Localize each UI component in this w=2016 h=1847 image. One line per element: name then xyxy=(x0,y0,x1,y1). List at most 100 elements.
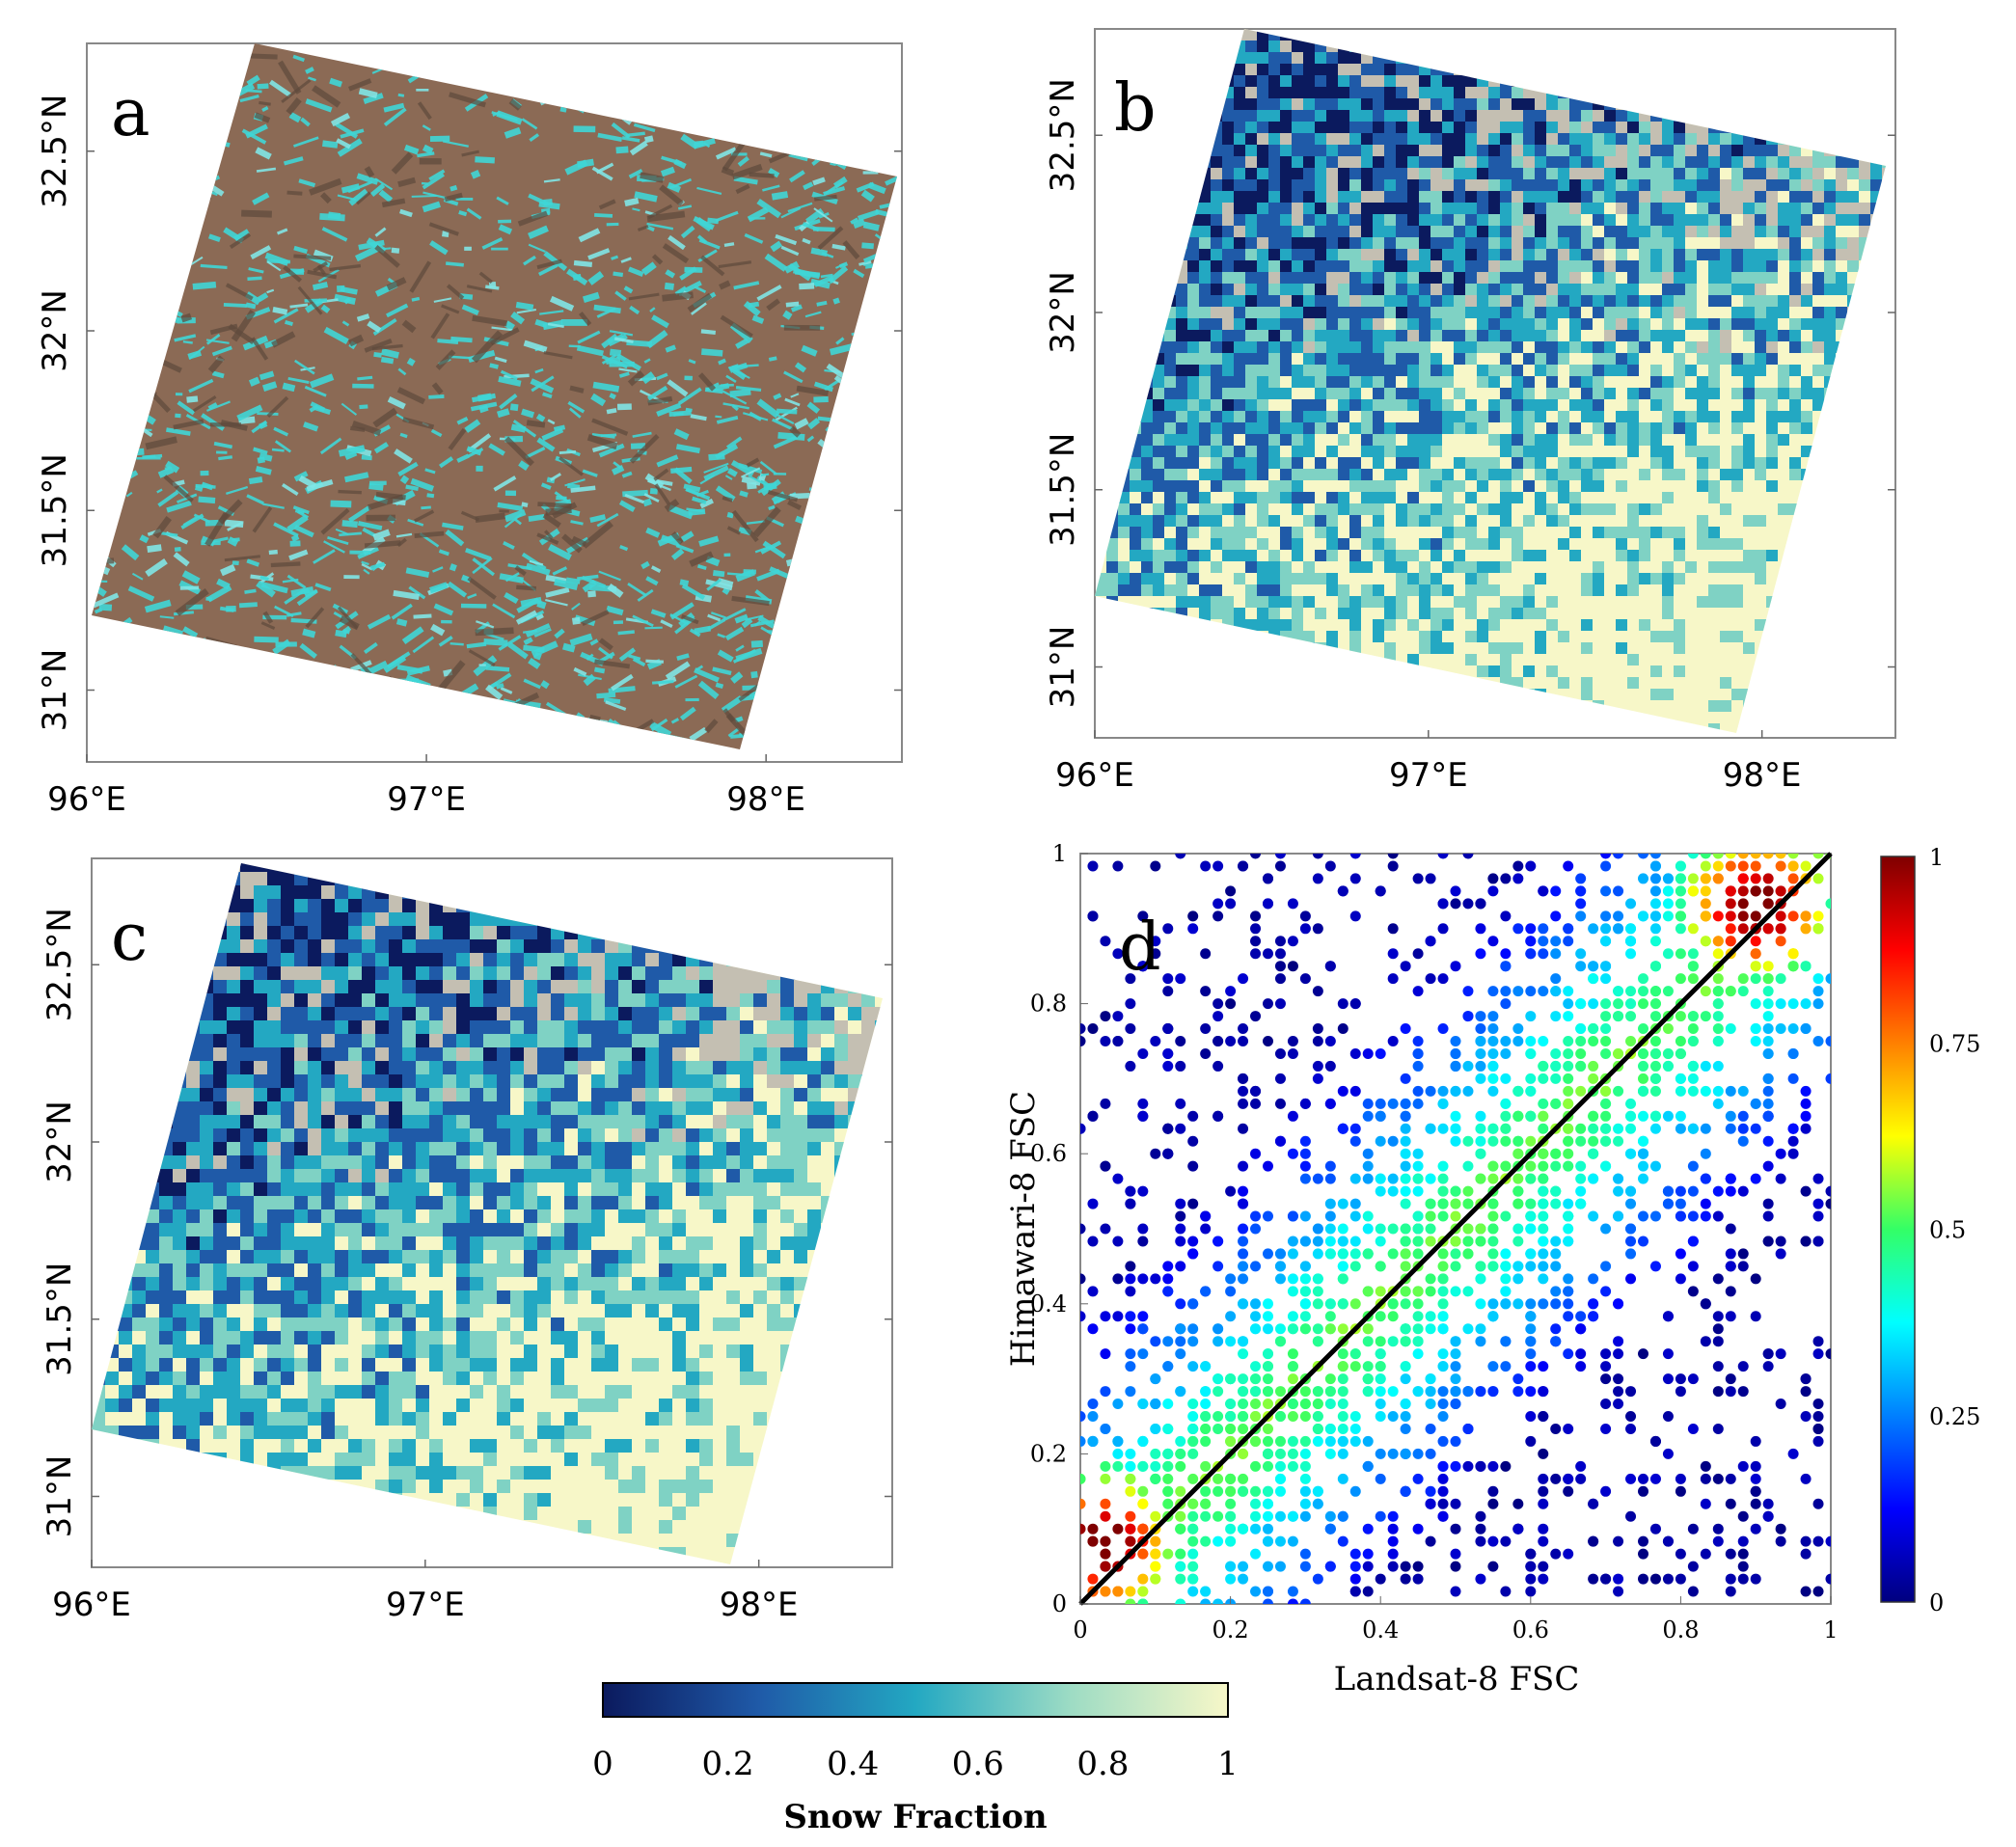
scatter-point xyxy=(1475,1336,1486,1347)
scatter-point xyxy=(1125,1185,1136,1197)
scatter-point xyxy=(1700,1123,1711,1134)
scatter-point xyxy=(1375,1098,1386,1109)
scatter-point xyxy=(1137,1311,1149,1322)
scatter-point xyxy=(1425,1448,1436,1459)
scatter-point xyxy=(1538,1060,1549,1072)
scatter-point xyxy=(1712,986,1724,997)
scatter-point xyxy=(1725,854,1736,859)
scatter-point xyxy=(1387,1411,1399,1422)
scatter-point xyxy=(1512,1085,1524,1097)
scatter-point xyxy=(1613,854,1624,859)
scatter-point xyxy=(1550,986,1562,997)
scatter-point xyxy=(1712,973,1724,985)
y-tick-label: 31°N xyxy=(41,1455,79,1538)
scatter-point xyxy=(1525,1011,1537,1022)
scatter-point xyxy=(1225,1036,1237,1046)
scatter-point xyxy=(1274,1073,1286,1084)
scatter-point xyxy=(1812,1198,1824,1209)
scatter-point xyxy=(1700,860,1711,872)
scatter-point xyxy=(1662,1198,1674,1209)
scatter-point xyxy=(1387,973,1399,985)
scatter-point xyxy=(1613,1386,1624,1398)
scatter-point xyxy=(1337,1411,1349,1422)
scatter-point xyxy=(1600,854,1612,859)
scatter-point xyxy=(1800,1123,1812,1134)
scatter-point xyxy=(1362,1210,1374,1222)
scatter-point xyxy=(1287,1248,1298,1260)
scatter-point xyxy=(1175,1036,1186,1046)
scatter-point xyxy=(1525,1210,1537,1222)
scatter-point xyxy=(1762,885,1774,897)
scatter-point xyxy=(1487,1498,1499,1509)
scatter-point xyxy=(1263,1535,1273,1547)
scatter-point xyxy=(1299,1548,1311,1560)
scatter-point xyxy=(1625,1198,1637,1209)
scatter-point xyxy=(1638,986,1648,997)
scatter-point xyxy=(1675,1573,1686,1585)
scatter-point xyxy=(1437,1485,1449,1497)
scatter-point xyxy=(1725,885,1736,897)
scatter-point xyxy=(1238,1523,1249,1535)
scatter-point xyxy=(1400,1298,1411,1310)
scatter-point xyxy=(1525,1160,1537,1172)
scatter-point xyxy=(1675,898,1686,910)
scatter-point xyxy=(1274,854,1286,859)
scatter-point xyxy=(1563,1047,1574,1059)
scatter-point xyxy=(1450,1036,1461,1046)
scatter-point xyxy=(1538,923,1549,935)
scatter-point xyxy=(1649,923,1661,935)
scatter-point xyxy=(1725,923,1736,935)
scatter-point xyxy=(1512,1173,1524,1184)
scatter-point xyxy=(1487,885,1499,897)
scatter-point xyxy=(1324,1236,1336,1247)
y-tick-label: 31°N xyxy=(36,649,74,732)
scatter-point xyxy=(1238,1160,1249,1172)
scatter-point xyxy=(1487,1198,1499,1209)
scatter-point xyxy=(1412,1298,1424,1310)
scatter-point xyxy=(1212,1411,1224,1422)
scatter-point xyxy=(1187,1323,1199,1335)
scatter-point xyxy=(1462,1223,1474,1235)
scatter-point xyxy=(1337,1361,1349,1372)
scatter-point xyxy=(1187,1399,1199,1410)
scatter-point xyxy=(1687,973,1699,985)
scatter-point xyxy=(1687,1123,1699,1134)
scatter-point xyxy=(1649,873,1661,884)
scatter-point xyxy=(1080,1523,1086,1535)
scatter-point xyxy=(1200,1286,1212,1297)
scatter-point xyxy=(1825,1185,1831,1197)
scatter-point xyxy=(1649,998,1661,1010)
scatter-point xyxy=(1225,1510,1237,1522)
scatter-point xyxy=(1725,936,1736,947)
scatter-point xyxy=(1412,1448,1424,1459)
scatter-point xyxy=(1675,1548,1686,1560)
scatter-point xyxy=(1737,1386,1749,1398)
scatter-point xyxy=(1125,1473,1136,1484)
scatter-point xyxy=(1762,1135,1774,1147)
scatter-point xyxy=(1775,936,1786,947)
scatter-point xyxy=(1299,1098,1311,1109)
scatter-point xyxy=(1263,873,1273,884)
scatter-point xyxy=(1712,1098,1724,1109)
scatter-point xyxy=(1250,1510,1262,1522)
scatter-point xyxy=(1162,1485,1174,1497)
scatter-point xyxy=(1225,998,1237,1010)
scatter-point xyxy=(1462,986,1474,997)
scatter-point xyxy=(1600,885,1612,897)
scatter-point xyxy=(1588,1298,1599,1310)
scatter-point xyxy=(1238,1298,1249,1310)
scatter-point xyxy=(1563,1098,1574,1109)
scatter-point xyxy=(1100,1223,1111,1235)
scatter-point xyxy=(1563,1073,1574,1084)
scatter-point xyxy=(1487,1160,1499,1172)
scatter-point xyxy=(1287,1361,1298,1372)
scatter-point xyxy=(1737,986,1749,997)
scatter-point xyxy=(1349,1173,1361,1184)
scatter-point xyxy=(1150,1399,1161,1410)
scatter-point xyxy=(1687,1160,1699,1172)
scatter-point xyxy=(1225,1273,1237,1285)
x-tick-label: 96°E xyxy=(52,1586,131,1624)
scatter-point xyxy=(1563,1548,1574,1560)
scatter-point xyxy=(1575,1047,1587,1059)
scatter-point xyxy=(1400,1185,1411,1197)
